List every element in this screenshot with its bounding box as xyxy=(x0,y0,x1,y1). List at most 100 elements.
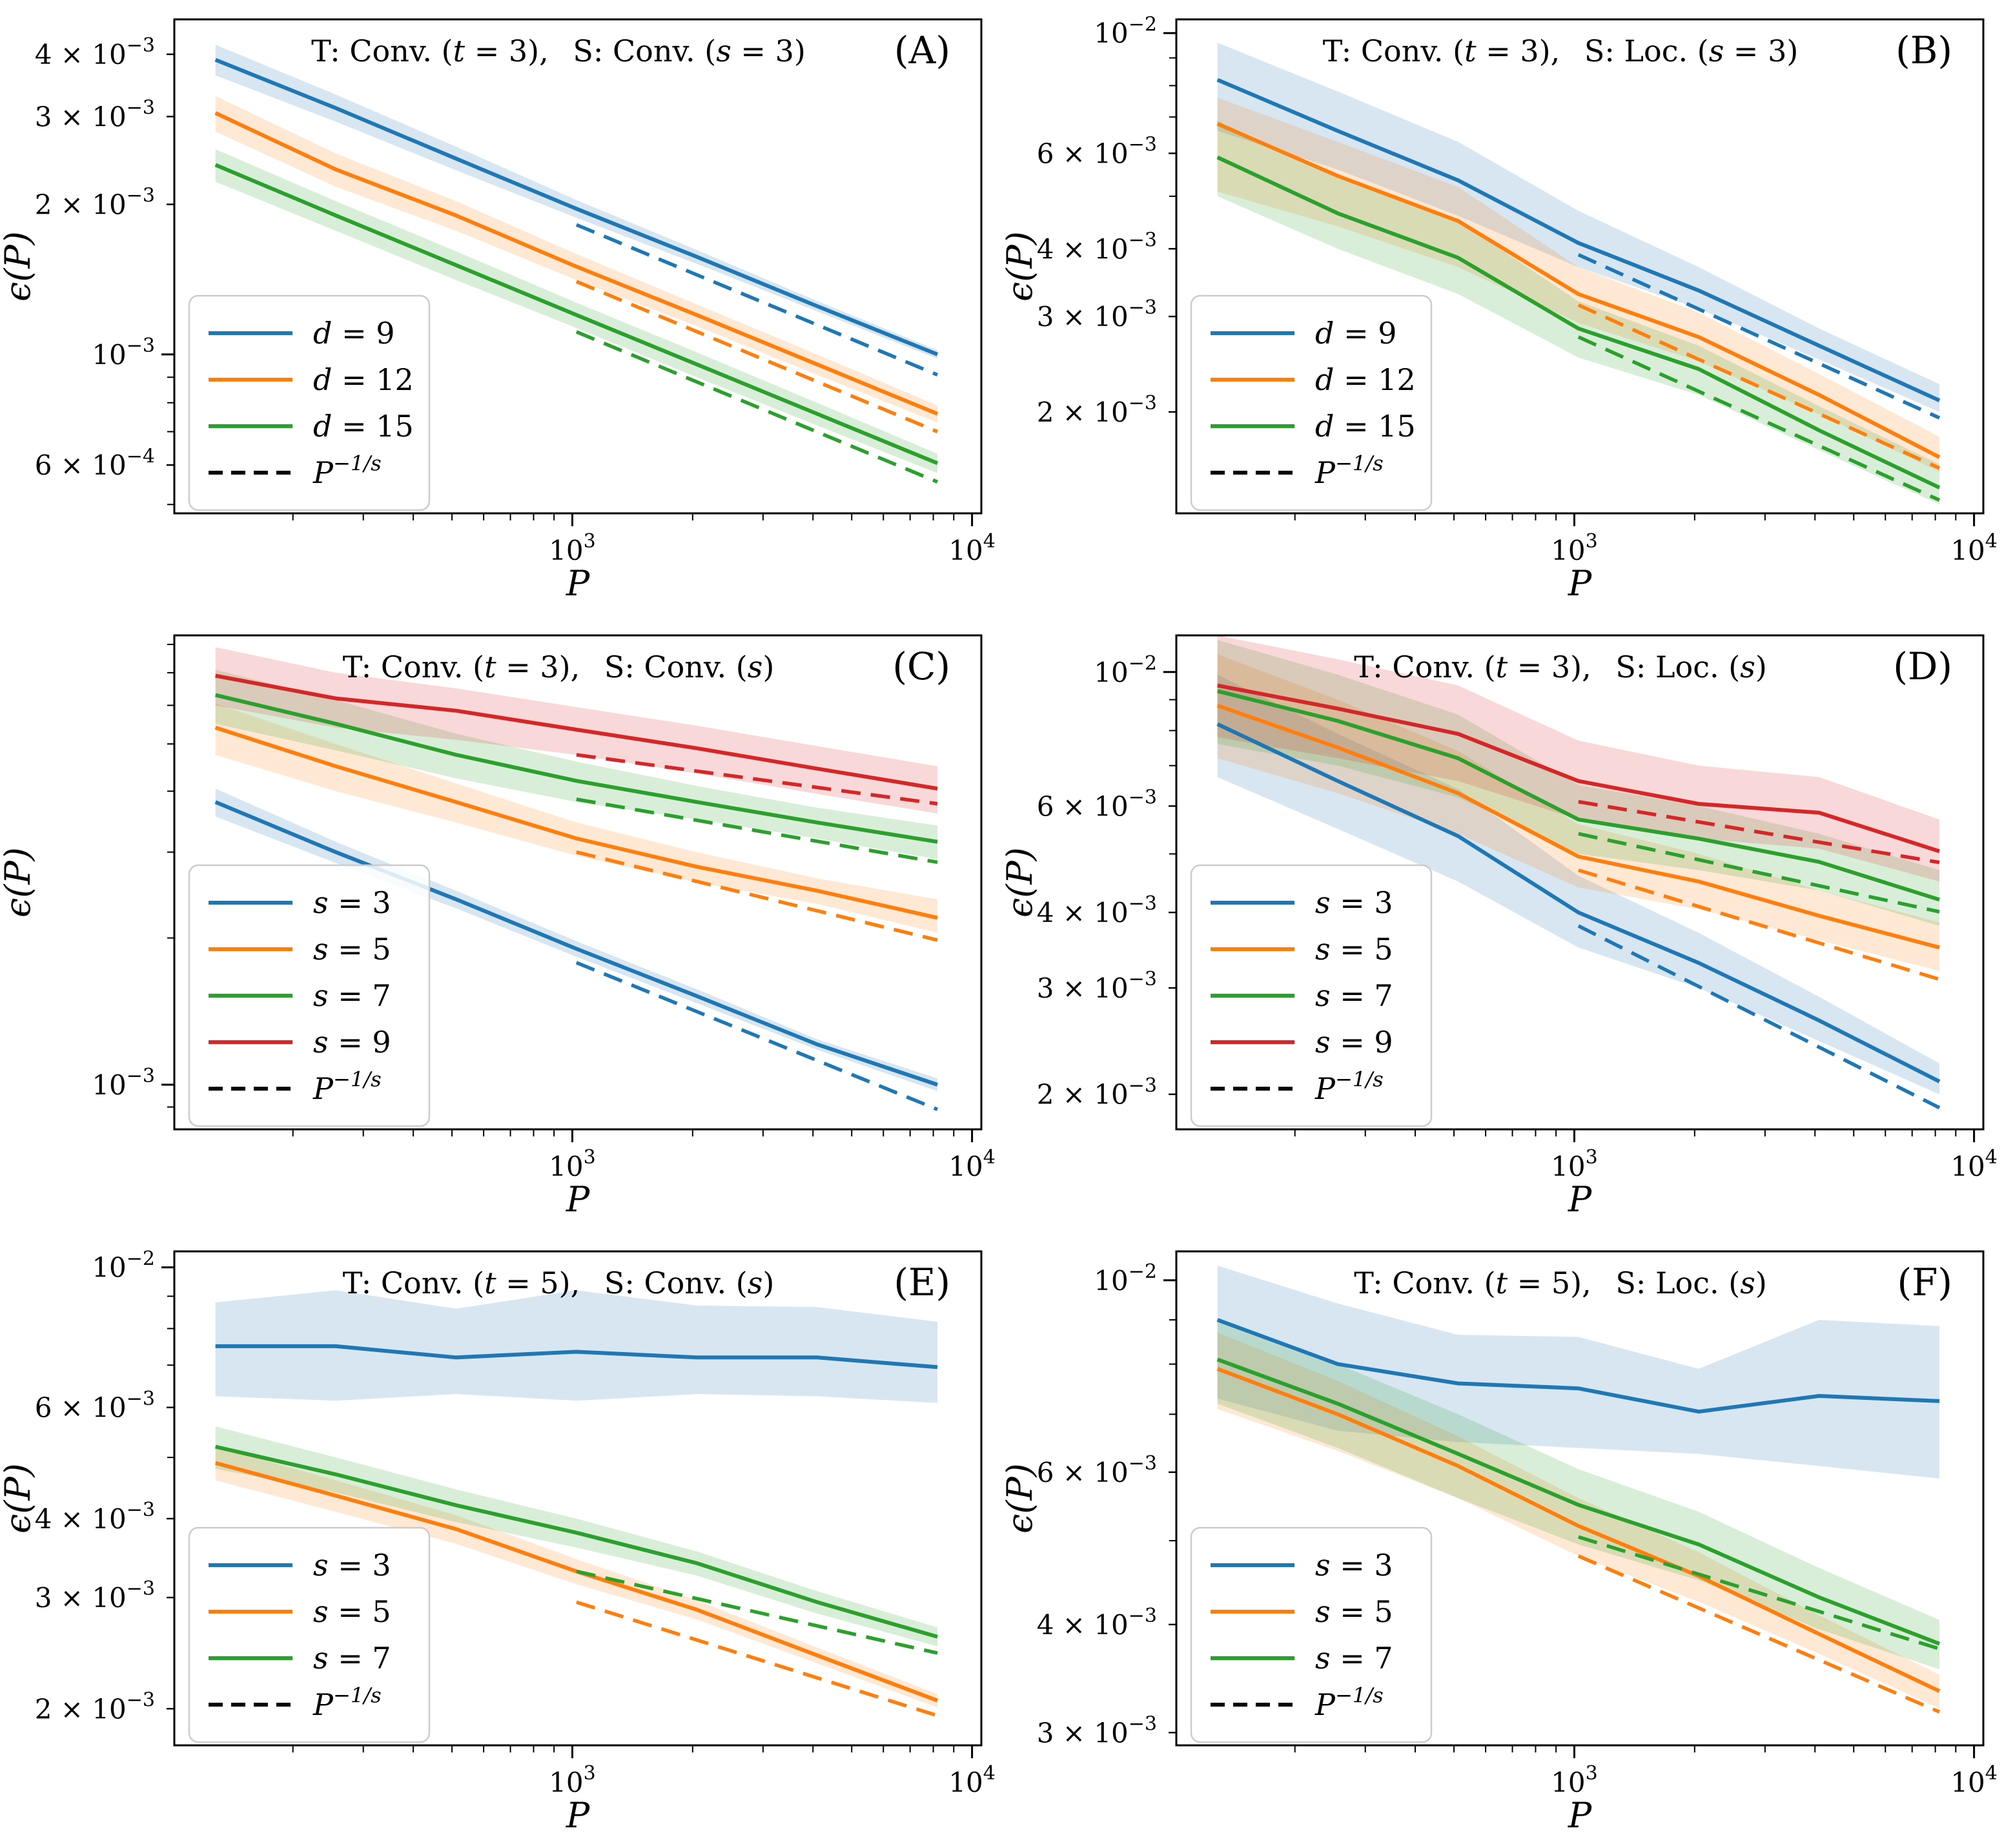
y-axis-label-E: ϵ(P) xyxy=(0,1463,38,1534)
legend-label: P−1/s xyxy=(1314,1683,1384,1722)
confidence-band-B-d12 xyxy=(1217,98,1939,472)
x-tick-label: 104 xyxy=(948,530,996,566)
legend-label: s = 5 xyxy=(313,1594,391,1629)
guide-line-C-3 xyxy=(576,753,938,806)
series-line-C-s9 xyxy=(215,673,938,791)
panel-F-canvas: 103 104 10−2 6 × 10−3 4 × 10−3 3 × 10−3 T: Con… xyxy=(1002,1250,1998,1836)
y-tick-label: 3 × 10−3 xyxy=(35,1577,155,1614)
legend-label: P−1/s xyxy=(312,1067,382,1106)
y-tick-label: 3 × 10−3 xyxy=(1037,968,1157,1004)
legend-box xyxy=(188,1526,431,1743)
panel-title-E: T: Conv. (t = 5), S: Conv. (s) xyxy=(343,1266,775,1300)
y-tick-label: 6 × 10−3 xyxy=(35,1388,155,1424)
legend-label: s = 7 xyxy=(313,1641,391,1676)
y-tick-label: 3 × 10−3 xyxy=(1037,1712,1157,1749)
confidence-band-D-s3 xyxy=(1217,674,1939,1094)
legend-C: s = 3 s = 5 s = 7 s = 9 P−1/s xyxy=(188,864,431,1127)
axes-spines xyxy=(1175,1250,1985,1747)
guide-line-A-1 xyxy=(575,280,939,434)
legend-label: d = 15 xyxy=(1315,409,1416,444)
confidence-band-E-s7 xyxy=(215,1426,938,1647)
plot-area-B xyxy=(1216,43,1941,505)
guide-line-F-1 xyxy=(1578,1535,1940,1651)
series-line-E-s7 xyxy=(215,1444,938,1639)
y-tick-label: 6 × 10−3 xyxy=(1037,1452,1157,1488)
confidence-band-D-s5 xyxy=(1217,654,1939,971)
series-line-B-d9 xyxy=(1216,77,1941,402)
panel-letter-A: (A) xyxy=(894,28,950,72)
legend-label: s = 5 xyxy=(1315,1594,1393,1629)
x-axis-label-F: P xyxy=(1568,1795,1593,1836)
panel-E-canvas: 103 104 10−2 6 × 10−3 4 × 10−3 3 × 10−3 2 × 10… xyxy=(0,1247,996,1836)
panel-D-canvas: 103 104 10−2 6 × 10−3 4 × 10−3 3 × 10−3 2 × 10… xyxy=(1002,634,1998,1220)
series-line-D-s5 xyxy=(1216,703,1940,950)
series-line-E-s5 xyxy=(214,1461,939,1703)
panel-B-canvas: 103 104 10−2 6 × 10−3 4 × 10−3 3 × 10−3 2 × 10… xyxy=(1002,13,1998,604)
legend-label: s = 3 xyxy=(1315,1548,1393,1583)
guide-line-D-0 xyxy=(1577,924,1941,1110)
legend-label: s = 7 xyxy=(1315,1641,1393,1676)
y-tick-label: 4 × 10−3 xyxy=(1037,1605,1157,1641)
panel-title-C: T: Conv. (t = 3), S: Conv. (s) xyxy=(343,650,775,684)
y-tick-label: 10−2 xyxy=(1094,13,1157,49)
confidence-band-F-s5 xyxy=(1217,1332,1939,1709)
y-axis-label-F: ϵ(P) xyxy=(1002,1463,1040,1534)
x-axis-label-B: P xyxy=(1568,563,1593,604)
y-tick-label: 2 × 10−3 xyxy=(35,185,155,221)
x-axis-label-D: P xyxy=(1568,1179,1593,1220)
confidence-band-F-s7 xyxy=(1217,1320,1939,1670)
x-tick-label: 103 xyxy=(549,1762,596,1798)
series-line-D-s3 xyxy=(1216,722,1941,1083)
guide-line-C-2 xyxy=(576,797,938,865)
x-tick-label: 103 xyxy=(1551,1762,1598,1798)
panel-title-B: T: Conv. (t = 3), S: Loc. (s = 3) xyxy=(1323,34,1799,68)
x-tick-label: 104 xyxy=(1950,530,1998,566)
y-tick-label: 10−3 xyxy=(92,334,155,371)
confidence-band-E-s3 xyxy=(215,1290,938,1403)
panel-A: 103 104 4 × 10−3 3 × 10−3 2 × 10−3 10−3 6 × 10… xyxy=(0,0,1002,616)
series-line-F-s7 xyxy=(1216,1357,1941,1646)
guide-line-D-3 xyxy=(1578,799,1940,865)
legend-label: s = 5 xyxy=(313,932,391,967)
legend-label: s = 3 xyxy=(1315,885,1393,920)
series-line-B-d12 xyxy=(1216,122,1941,459)
y-tick-label: 3 × 10−3 xyxy=(35,97,155,133)
confidence-band-B-d15 xyxy=(1217,120,1939,505)
guide-line-B-2 xyxy=(1577,335,1941,502)
series-line-A-d12 xyxy=(214,111,939,416)
plot-area-D xyxy=(1216,635,1941,1110)
plot-area-E xyxy=(214,1290,939,1718)
guide-line-F-0 xyxy=(1577,1554,1941,1714)
guide-line-C-0 xyxy=(575,961,939,1111)
panel-F: 103 104 10−2 6 × 10−3 4 × 10−3 3 × 10−3 T: Con… xyxy=(1002,1232,2004,1848)
series-line-D-s7 xyxy=(1216,689,1940,902)
y-tick-label: 3 × 10−3 xyxy=(1037,296,1157,333)
legend-label: s = 9 xyxy=(313,1025,391,1060)
axes-spines xyxy=(173,1250,983,1747)
x-tick-label: 104 xyxy=(948,1762,996,1798)
y-tick-label: 2 × 10−3 xyxy=(1037,392,1157,428)
y-tick-label: 4 × 10−3 xyxy=(35,1499,155,1535)
legend-label: P−1/s xyxy=(312,451,382,490)
y-tick-label: 4 × 10−3 xyxy=(1037,229,1157,265)
confidence-band-C-s5 xyxy=(215,703,938,933)
legend-label: P−1/s xyxy=(1314,1067,1384,1106)
series-line-C-s3 xyxy=(214,800,938,1087)
legend-box xyxy=(188,864,431,1127)
series-line-D-s9 xyxy=(1217,683,1940,854)
panel-C-canvas: 103 104 10−3 T: Conv. (t = 3), S: Conv. (s)… xyxy=(0,634,996,1220)
x-tick-label: 104 xyxy=(948,1146,996,1182)
series-line-C-s7 xyxy=(215,693,938,844)
legend-label: s = 3 xyxy=(313,885,391,920)
legend-box xyxy=(188,294,431,511)
x-tick-label: 103 xyxy=(549,1146,596,1182)
x-tick-label: 104 xyxy=(1950,1762,1998,1798)
plot-area-F xyxy=(1216,1266,1941,1714)
panel-letter-C: (C) xyxy=(892,644,950,688)
y-tick-label: 6 × 10−3 xyxy=(1037,134,1157,170)
series-line-A-d9 xyxy=(214,57,939,356)
legend-box xyxy=(1190,1526,1433,1743)
panel-E: 103 104 10−2 6 × 10−3 4 × 10−3 3 × 10−3 2 × 10… xyxy=(0,1232,1002,1848)
legend-label: s = 7 xyxy=(313,978,391,1013)
